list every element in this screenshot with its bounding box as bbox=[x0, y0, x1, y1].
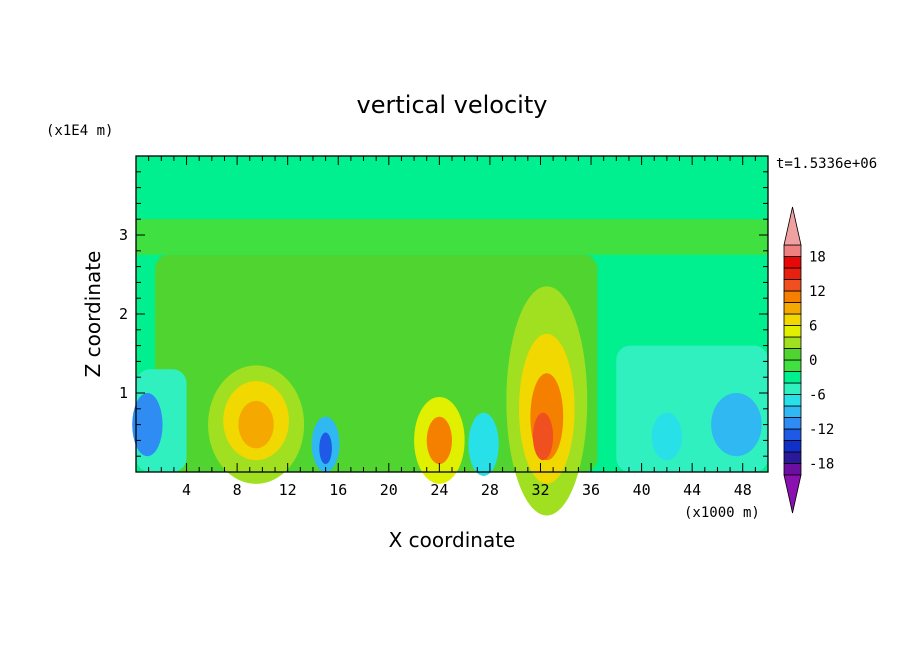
colorbar-swatch bbox=[783, 405, 802, 418]
y-axis-label: Z coordinate bbox=[81, 251, 105, 378]
colorbar-swatch bbox=[783, 394, 802, 407]
chart-title: vertical velocity bbox=[357, 91, 548, 119]
colorbar-swatch bbox=[783, 417, 802, 430]
colorbar-swatch bbox=[783, 290, 802, 303]
y-tick-label: 1 bbox=[119, 384, 128, 402]
colorbar-tick-label: 0 bbox=[809, 353, 817, 369]
colorbar-tick-label: 6 bbox=[809, 319, 817, 335]
colorbar-tick-label: 12 bbox=[809, 284, 826, 300]
colorbar-swatch bbox=[783, 267, 802, 280]
colorbar-over-triangle bbox=[783, 206, 802, 246]
field-cell-11 bbox=[426, 416, 452, 465]
colorbar-tick-label: -18 bbox=[809, 457, 834, 473]
x-tick-label: 36 bbox=[582, 481, 600, 499]
colorbar-swatch bbox=[783, 371, 802, 384]
x-tick-label: 20 bbox=[380, 481, 398, 499]
colorbar-swatch bbox=[783, 348, 802, 361]
x-tick-label: 28 bbox=[481, 481, 499, 499]
colorbar: -18 -12 -6 0 6 12 18 bbox=[783, 206, 834, 514]
field-cell-17 bbox=[711, 393, 762, 457]
x-axis-label: X coordinate bbox=[389, 528, 516, 552]
colorbar-swatch bbox=[783, 359, 802, 372]
colorbar-swatch bbox=[783, 336, 802, 349]
contour-field bbox=[132, 156, 768, 516]
y-tick-label: 2 bbox=[119, 305, 128, 323]
colorbar-swatch bbox=[783, 382, 802, 395]
colorbar-swatch bbox=[783, 302, 802, 315]
colorbar-tick-label: -6 bbox=[809, 388, 826, 404]
y-unit-label: (x1E4 m) bbox=[46, 123, 113, 139]
field-cell-16 bbox=[532, 412, 554, 461]
colorbar-under-triangle bbox=[783, 474, 802, 514]
colorbar-swatch bbox=[783, 244, 802, 257]
colorbar-tick-label: 18 bbox=[809, 250, 826, 266]
x-tick-label: 40 bbox=[633, 481, 651, 499]
x-tick-label: 48 bbox=[734, 481, 752, 499]
colorbar-swatch bbox=[783, 463, 802, 476]
y-tick-label: 3 bbox=[119, 226, 128, 244]
colorbar-swatch bbox=[783, 325, 802, 338]
x-tick-label: 32 bbox=[531, 481, 549, 499]
field-band-0 bbox=[136, 219, 768, 255]
field-cell-18 bbox=[651, 412, 683, 461]
x-tick-label: 4 bbox=[182, 481, 191, 499]
x-tick-label: 44 bbox=[683, 481, 701, 499]
x-unit-label: (x1000 m) bbox=[684, 505, 760, 521]
x-tick-label: 24 bbox=[430, 481, 448, 499]
x-tick-label: 16 bbox=[329, 481, 347, 499]
x-tick-label: 8 bbox=[233, 481, 242, 499]
x-tick-label: 12 bbox=[279, 481, 297, 499]
colorbar-swatch bbox=[783, 428, 802, 441]
colorbar-swatch bbox=[783, 451, 802, 464]
field-cell-12 bbox=[468, 412, 499, 476]
colorbar-swatch bbox=[783, 256, 802, 269]
colorbar-swatch bbox=[783, 313, 802, 326]
time-label: t=1.5336e+06 bbox=[776, 156, 877, 172]
colorbar-tick-label: -12 bbox=[809, 422, 834, 438]
colorbar-swatch bbox=[783, 440, 802, 453]
colorbar-swatch bbox=[783, 279, 802, 292]
field-cell-9 bbox=[319, 432, 332, 465]
field-cell-7 bbox=[238, 400, 274, 449]
